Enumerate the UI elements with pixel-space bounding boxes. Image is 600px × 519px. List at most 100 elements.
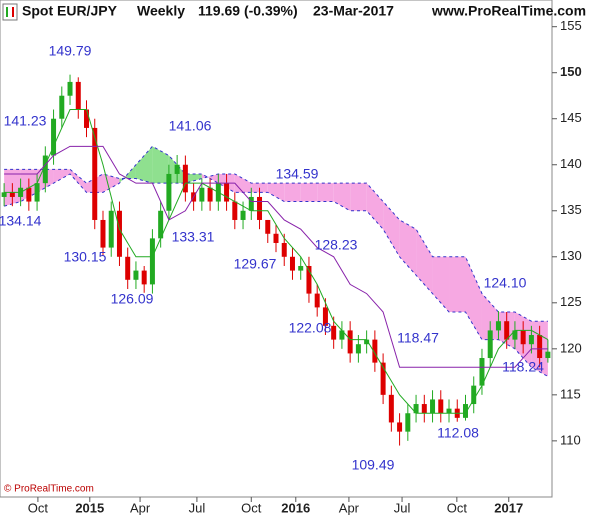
price-annotation: 134.14: [0, 213, 42, 229]
candle-body: [281, 242, 287, 257]
x-tick-label: Oct: [28, 500, 49, 515]
price-annotation: 141.23: [4, 113, 47, 129]
candle-body: [438, 399, 444, 414]
candle-body: [224, 183, 230, 202]
candle-body: [405, 413, 411, 432]
candle-body: [512, 330, 518, 340]
candle-body: [34, 183, 40, 202]
candle-body: [495, 321, 501, 331]
copyright: © ProRealTime.com: [4, 484, 94, 495]
cloud-segment: [300, 183, 318, 202]
candle-body: [273, 233, 279, 243]
candle-body: [421, 404, 427, 414]
cloud-segment: [70, 169, 87, 193]
chart-icon: [2, 3, 18, 21]
candle-body: [67, 81, 73, 96]
candle-body: [182, 164, 188, 193]
chart-title: Spot EUR/JPY: [22, 3, 118, 19]
candle-body: [537, 335, 543, 359]
x-tick-label: Oct: [241, 500, 262, 515]
x-tick-label: Apr: [130, 500, 151, 515]
candle-body: [84, 109, 90, 128]
cloud-segment: [383, 201, 400, 257]
candle-body: [26, 187, 32, 202]
candle-body: [520, 330, 526, 345]
candle-body: [355, 344, 361, 354]
date: 23-Mar-2017: [313, 3, 394, 19]
candle-body: [487, 330, 493, 359]
price-annotation: 124.10: [484, 275, 527, 291]
candle-body: [265, 219, 271, 234]
candle-body: [174, 164, 180, 174]
candle-body: [504, 321, 510, 340]
price-annotation: 126.09: [111, 291, 154, 307]
candle-body: [100, 219, 106, 248]
price-annotation: 129.67: [234, 256, 277, 272]
price-annotation: 118.47: [397, 330, 439, 346]
candle-body: [289, 256, 295, 271]
y-tick-label: 140: [560, 156, 582, 171]
candle-body: [347, 330, 353, 354]
candle-body: [322, 307, 328, 326]
y-tick-label: 130: [560, 248, 582, 263]
candle-body: [59, 95, 65, 119]
candle-body: [430, 399, 436, 414]
candle-body: [380, 362, 386, 395]
candle-body: [298, 265, 304, 271]
cloud-segment: [267, 183, 285, 202]
candle-body: [257, 196, 263, 220]
candle-body: [125, 256, 131, 280]
candle-body: [149, 238, 155, 285]
candle-body: [413, 404, 419, 414]
price-annotation: 118.24: [502, 359, 544, 375]
candle-body: [528, 335, 534, 345]
candle-body: [75, 81, 81, 110]
candle-body: [133, 270, 139, 280]
cloud-segment: [135, 146, 153, 184]
candle-body: [471, 385, 477, 405]
cloud-segment: [366, 183, 384, 230]
price-annotation: 133.31: [172, 229, 215, 245]
candle-body: [92, 127, 98, 220]
candle-body: [1, 192, 7, 197]
candle-body: [166, 173, 172, 211]
cloud-segment: [399, 219, 417, 276]
cloud-segment: [416, 229, 433, 294]
cloud-segment: [317, 183, 334, 202]
price-annotation: 130.15: [64, 249, 107, 265]
candle-body: [331, 325, 337, 340]
candle-body: [364, 339, 370, 345]
period: Weekly: [137, 3, 185, 19]
candle-body: [42, 155, 48, 184]
candle-body: [306, 265, 312, 294]
source: www.ProRealTime.com: [431, 3, 586, 19]
cloud-segment: [185, 173, 202, 184]
y-tick-label: 110: [560, 432, 581, 447]
price-annotation: 149.79: [49, 43, 92, 59]
price-annotation: 122.08: [289, 320, 332, 336]
cloud-segment: [284, 183, 301, 202]
candle-body: [372, 339, 378, 363]
y-tick-label: 150: [560, 64, 582, 79]
cloud-segment: [449, 256, 466, 313]
indicator-line: [4, 109, 549, 414]
y-tick-label: 120: [560, 340, 582, 355]
candle-body: [51, 118, 57, 156]
candle-body: [141, 270, 147, 285]
price-annotation: 141.06: [169, 118, 212, 134]
y-tick-label: 135: [560, 202, 582, 217]
price-annotation: 128.23: [315, 237, 358, 253]
candle-body: [479, 358, 485, 386]
candle-body: [108, 210, 114, 248]
candle-body: [207, 187, 213, 202]
candle-body: [388, 394, 394, 423]
x-tick-label: Jul: [189, 500, 206, 515]
x-tick-label: 2015: [75, 500, 104, 515]
price-annotation: 134.59: [276, 166, 319, 182]
cloud-segment: [465, 256, 482, 340]
price-annotation: 109.49: [352, 457, 395, 473]
x-tick-label: 2016: [281, 500, 310, 515]
candle-body: [339, 330, 345, 340]
candle-body: [248, 196, 254, 211]
candle-body: [232, 201, 238, 220]
